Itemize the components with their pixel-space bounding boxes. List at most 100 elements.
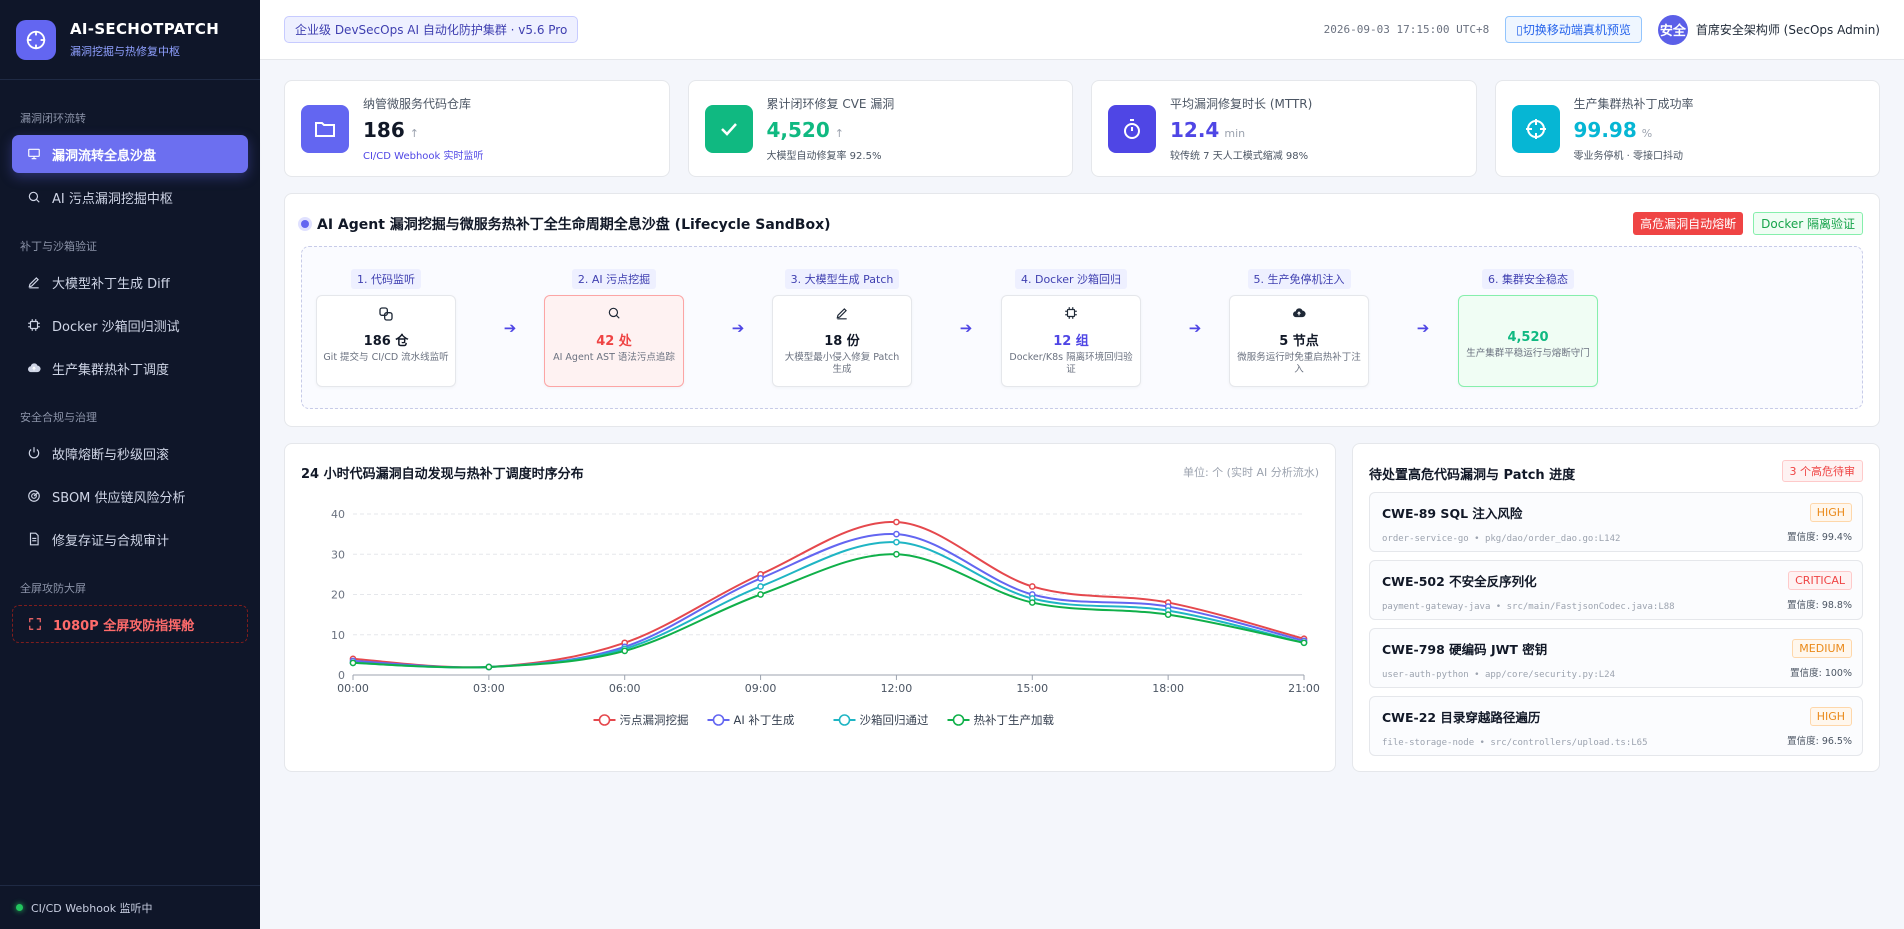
stopwatch-icon: [1108, 104, 1156, 153]
user-name: 首席安全架构师 (SecOps Admin): [1695, 23, 1880, 37]
stage-card[interactable]: 5 节点 微服务运行时免重启热补丁注入: [1229, 295, 1369, 387]
sidebar-item[interactable]: 大模型补丁生成 Diff: [12, 263, 248, 301]
nav-group-label: 全屏攻防大屏: [20, 582, 86, 595]
y-tick-label: 30: [331, 548, 345, 561]
sidebar-item-label: 大模型补丁生成 Diff: [52, 276, 170, 292]
stage-label: 1. 代码监听: [351, 269, 421, 289]
pen-icon: [26, 274, 42, 290]
lifecycle-stage: 2. AI 污点挖掘 42 处 AI Agent AST 语法污点追踪: [544, 269, 684, 387]
severity-badge: CRITICAL: [1788, 571, 1852, 590]
sidebar-item[interactable]: Docker 沙箱回归测试: [12, 306, 248, 344]
stage-card[interactable]: 12 组 Docker/K8s 隔离环境回归验证: [1001, 295, 1141, 387]
vuln-panel-title: 待处置高危代码漏洞与 Patch 进度: [1369, 468, 1576, 483]
stage-card[interactable]: 186 仓 Git 提交与 CI/CD 流水线监听: [316, 295, 456, 387]
kpi-value: 186: [363, 118, 405, 142]
top-header: 企业级 DevSecOps AI 自动化防护集群 · v5.6 Pro 2026…: [260, 0, 1904, 60]
nav-group-label: 漏洞闭环流转: [20, 112, 86, 125]
legend-marker: [838, 714, 851, 726]
pending-badge: 3 个高危待审: [1781, 460, 1863, 482]
sidebar-item[interactable]: 漏洞流转全息沙盘: [12, 135, 248, 173]
vuln-name: CWE-502 不安全反序列化: [1382, 574, 1537, 589]
stage-label: 5. 生产免停机注入: [1247, 269, 1351, 289]
sidebar-item[interactable]: AI 污点漏洞挖掘中枢: [12, 178, 248, 216]
link-icon: [323, 306, 449, 324]
data-point: [621, 647, 629, 655]
severity-badge: MEDIUM: [1792, 639, 1852, 658]
vuln-path: file-storage-node • src/controllers/uplo…: [1382, 738, 1648, 748]
sidebar-item[interactable]: 生产集群热补丁调度: [12, 349, 248, 387]
brand: AI-SECHOTPATCH 漏洞挖掘与热修复中枢: [0, 0, 260, 80]
data-point: [893, 530, 900, 538]
lifecycle-stage: 1. 代码监听 186 仓 Git 提交与 CI/CD 流水线监听: [316, 269, 456, 387]
brand-title: AI-SECHOTPATCH: [70, 20, 220, 38]
x-tick-label: 03:00: [473, 682, 505, 695]
confidence: 置信度: 96.5%: [1787, 736, 1852, 747]
brand-subtitle: 漏洞挖掘与热修复中枢: [70, 45, 180, 58]
kpi-label: 纳管微服务代码仓库: [363, 97, 472, 111]
y-tick-label: 40: [331, 508, 345, 521]
confidence: 置信度: 100%: [1790, 668, 1852, 679]
kpi-sub: 零业务停机 · 零接口抖动: [1573, 151, 1684, 162]
vuln-item[interactable]: CWE-502 不安全反序列化 payment-gateway-java • sr…: [1369, 560, 1863, 620]
trend-up-icon: ↑: [834, 127, 844, 140]
lifecycle-title: AI Agent 漏洞挖掘与微服务热补丁全生命周期全息沙盘 (Lifecycle…: [317, 216, 831, 233]
vuln-item[interactable]: CWE-22 目录穿越路径遍历 file-storage-node • src/c…: [1369, 696, 1863, 756]
sidebar-item[interactable]: 故障熔断与秒级回滚: [12, 434, 248, 472]
kpi-unit: %: [1641, 127, 1653, 140]
vuln-item[interactable]: CWE-798 硬编码 JWT 密钥 user-auth-python • app…: [1369, 628, 1863, 688]
lifecycle-stage: 4. Docker 沙箱回归 12 组 Docker/K8s 隔离环境回归验证: [1001, 269, 1141, 387]
arrow-right-icon: ➔: [959, 319, 973, 337]
stage-card[interactable]: 18 份大模型最小侵入修复 Patch 生成: [772, 295, 912, 387]
blank-icon: [1465, 306, 1591, 324]
crosshair-logo-icon: [16, 19, 56, 60]
data-point: [1164, 611, 1172, 618]
mobile-preview-button[interactable]: ▯切换移动端真机预览: [1505, 16, 1642, 43]
x-tick-label: 00:00: [337, 682, 369, 695]
arrow-right-icon: ➔: [731, 319, 745, 337]
stage-value: 18 份: [824, 334, 860, 349]
sidebar-item[interactable]: 1080P 全屏攻防指挥舱: [12, 605, 248, 643]
pulse-dot-icon: [301, 219, 309, 228]
nav-group-label: 补丁与沙箱验证: [20, 240, 97, 253]
stage-value: 4,520: [1507, 330, 1549, 345]
auto-fuse-tag: 高危漏洞自动熔断: [1633, 212, 1744, 235]
chart-unit: 单位: 个 (实时 AI 分析流水): [1182, 466, 1319, 479]
y-tick-label: 20: [331, 589, 345, 602]
y-tick-label: 10: [331, 629, 345, 642]
radar-icon: [26, 488, 42, 504]
x-tick-label: 18:00: [1152, 682, 1184, 695]
check-icon: [704, 104, 753, 153]
x-tick-label: 12:00: [881, 682, 913, 695]
user-menu[interactable]: 安全 首席安全架构师 (SecOps Admin): [1657, 14, 1880, 45]
data-point: [757, 591, 764, 598]
data-point: [757, 575, 764, 582]
sidebar-item-label: 修复存证与合规审计: [52, 533, 170, 549]
legend-marker: [598, 714, 611, 726]
kpi-card: 生产集群热补丁成功率 99.98% 零业务停机 · 零接口抖动: [1494, 80, 1880, 177]
sidebar-item[interactable]: SBOM 供应链风险分析: [12, 477, 248, 515]
stage-card[interactable]: 42 处 AI Agent AST 语法污点追踪: [544, 295, 684, 387]
cloud-upload-icon: [1236, 306, 1362, 324]
pen-icon: [779, 306, 905, 324]
data-point: [893, 550, 900, 558]
env-badge: 企业级 DevSecOps AI 自动化防护集群 · v5.6 Pro: [284, 16, 579, 43]
stage-card[interactable]: 4,520 生产集群平稳运行与熔断守门: [1458, 295, 1598, 387]
monitor-icon: [26, 146, 42, 162]
lifecycle-panel: AI Agent 漏洞挖掘与微服务热补丁全生命周期全息沙盘 (Lifecycle…: [284, 193, 1880, 427]
kpi-value: 99.98: [1573, 118, 1637, 142]
stage-desc: 微服务运行时免重启热补丁注入: [1237, 352, 1361, 375]
stage-value: 12 组: [1053, 334, 1089, 349]
avatar: 安全: [1657, 14, 1688, 45]
stage-desc: Git 提交与 CI/CD 流水线监听: [323, 352, 449, 363]
vuln-item[interactable]: CWE-89 SQL 注入风险 order-service-go • pkg/da…: [1369, 492, 1863, 552]
x-tick-label: 15:00: [1016, 682, 1048, 695]
sidebar-item-label: 漏洞流转全息沙盘: [52, 148, 157, 164]
sidebar-item[interactable]: 修复存证与合规审计: [12, 520, 248, 558]
legend-marker: [952, 714, 965, 726]
line-chart: 0 10 20 30 40 00:00 03:00 06:00 09:00 12:00 15:00 1…: [331, 508, 1320, 727]
stage-desc: AI Agent AST 语法污点追踪: [553, 352, 675, 363]
phone-icon: ▯: [1516, 23, 1523, 37]
legend-label: AI 补丁生成: [734, 713, 795, 727]
legend-label: 沙箱回归通过: [860, 713, 929, 727]
vuln-name: CWE-89 SQL 注入风险: [1382, 506, 1523, 521]
